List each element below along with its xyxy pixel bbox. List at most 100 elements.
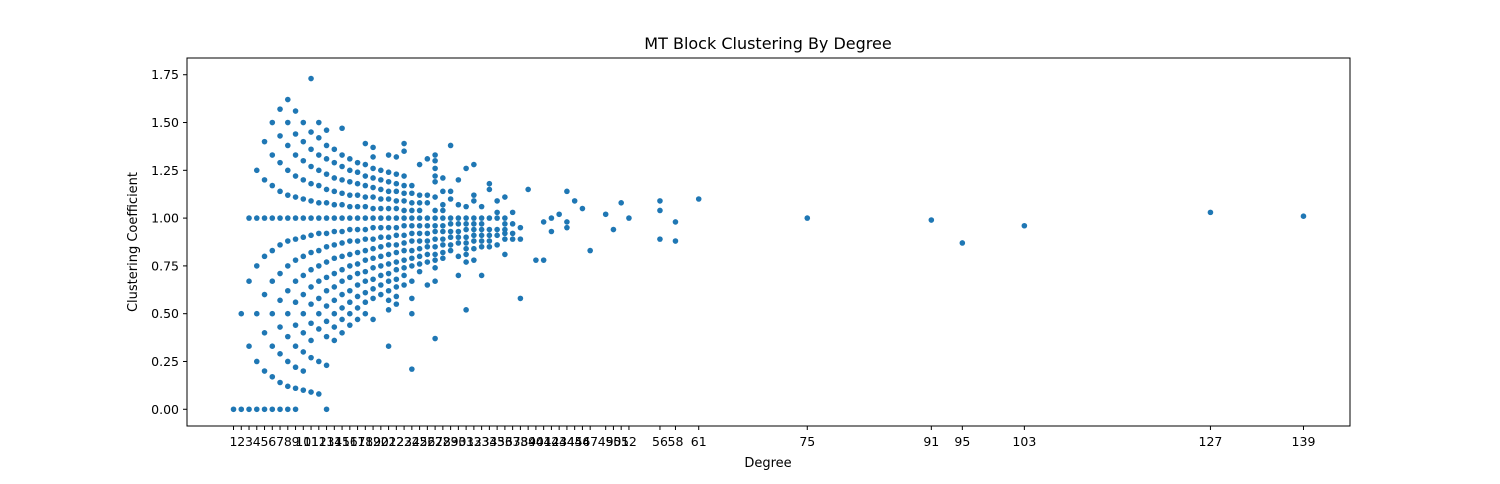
data-point: [432, 152, 438, 158]
data-point: [339, 266, 345, 273]
data-point: [347, 299, 353, 306]
data-point: [316, 182, 322, 189]
x-tick-label: 12: [311, 434, 327, 449]
data-point: [440, 207, 446, 214]
data-point: [486, 243, 493, 250]
data-point: [533, 257, 539, 263]
data-point: [432, 194, 438, 200]
data-point: [246, 343, 252, 349]
x-tick-label: 58: [668, 434, 684, 449]
data-point: [509, 236, 516, 242]
data-point: [292, 299, 299, 306]
data-point: [339, 177, 345, 183]
data-point: [323, 127, 330, 133]
data-point: [618, 200, 624, 206]
data-point: [354, 203, 361, 210]
data-point: [447, 142, 454, 149]
data-point: [316, 119, 322, 126]
data-point: [292, 194, 299, 200]
x-tick-label: 50: [605, 434, 621, 449]
data-point: [416, 222, 423, 229]
data-point: [331, 201, 338, 208]
data-point: [277, 297, 283, 304]
x-tick-label: 8: [284, 434, 292, 449]
data-point: [362, 257, 369, 263]
data-point: [385, 261, 392, 267]
data-point: [416, 261, 423, 267]
y-tick-label: 0.00: [151, 402, 179, 417]
x-tick-label: 46: [574, 434, 590, 449]
data-point: [695, 196, 702, 202]
data-point: [370, 316, 376, 323]
data-point: [347, 203, 353, 210]
x-tick-label: 35: [489, 434, 505, 449]
data-point: [393, 242, 400, 248]
x-tick-label: 45: [567, 434, 583, 449]
data-point: [502, 251, 508, 258]
data-point: [486, 215, 493, 221]
data-point: [440, 215, 446, 221]
data-point: [323, 259, 330, 265]
data-point: [331, 284, 338, 290]
data-point: [463, 234, 469, 241]
data-point: [447, 196, 454, 202]
data-point: [269, 343, 276, 349]
data-point: [401, 215, 407, 221]
data-point: [385, 287, 392, 294]
data-point: [284, 383, 291, 390]
data-point: [308, 320, 314, 327]
data-point: [385, 307, 392, 313]
data-point: [509, 230, 516, 237]
data-point: [455, 240, 462, 246]
data-point: [277, 379, 283, 386]
data-point: [277, 270, 283, 277]
x-tick-label: 95: [954, 434, 970, 449]
data-point: [354, 159, 361, 166]
data-point: [409, 310, 415, 317]
data-point: [277, 133, 283, 139]
x-tick-label: 139: [1292, 434, 1316, 449]
data-point: [331, 175, 338, 181]
data-point: [602, 211, 609, 218]
data-point: [393, 171, 400, 177]
data-point: [432, 257, 438, 263]
data-point: [362, 278, 369, 284]
data-point: [393, 180, 400, 187]
data-point: [401, 182, 407, 189]
data-point: [463, 215, 469, 221]
data-point: [393, 205, 400, 212]
y-tick-label: 1.25: [151, 163, 179, 178]
data-point: [579, 205, 586, 212]
data-point: [447, 228, 454, 235]
data-point: [447, 247, 454, 254]
data-point: [292, 385, 299, 392]
x-tick-label: 22: [388, 434, 404, 449]
data-point: [354, 261, 361, 267]
data-point: [401, 148, 407, 154]
data-point: [300, 138, 307, 145]
data-point: [292, 322, 299, 328]
data-point: [401, 198, 407, 204]
data-point: [339, 152, 345, 158]
data-point: [416, 192, 423, 198]
data-point: [261, 215, 268, 221]
data-point: [424, 222, 431, 229]
data-point: [261, 138, 268, 145]
x-tick-label: 51: [613, 434, 629, 449]
data-point: [378, 167, 384, 174]
data-point: [323, 186, 330, 193]
data-point: [339, 316, 345, 323]
data-point: [378, 272, 384, 279]
y-tick-label: 1.00: [151, 211, 179, 226]
data-point: [432, 178, 438, 185]
data-point: [370, 205, 376, 212]
data-point: [277, 406, 283, 413]
data-point: [672, 238, 679, 244]
x-tick-label: 3: [245, 434, 253, 449]
x-tick-label: 17: [350, 434, 366, 449]
data-point: [370, 224, 376, 231]
data-point: [478, 238, 485, 244]
data-point: [370, 154, 376, 160]
data-point: [564, 219, 570, 225]
data-point: [300, 215, 307, 221]
